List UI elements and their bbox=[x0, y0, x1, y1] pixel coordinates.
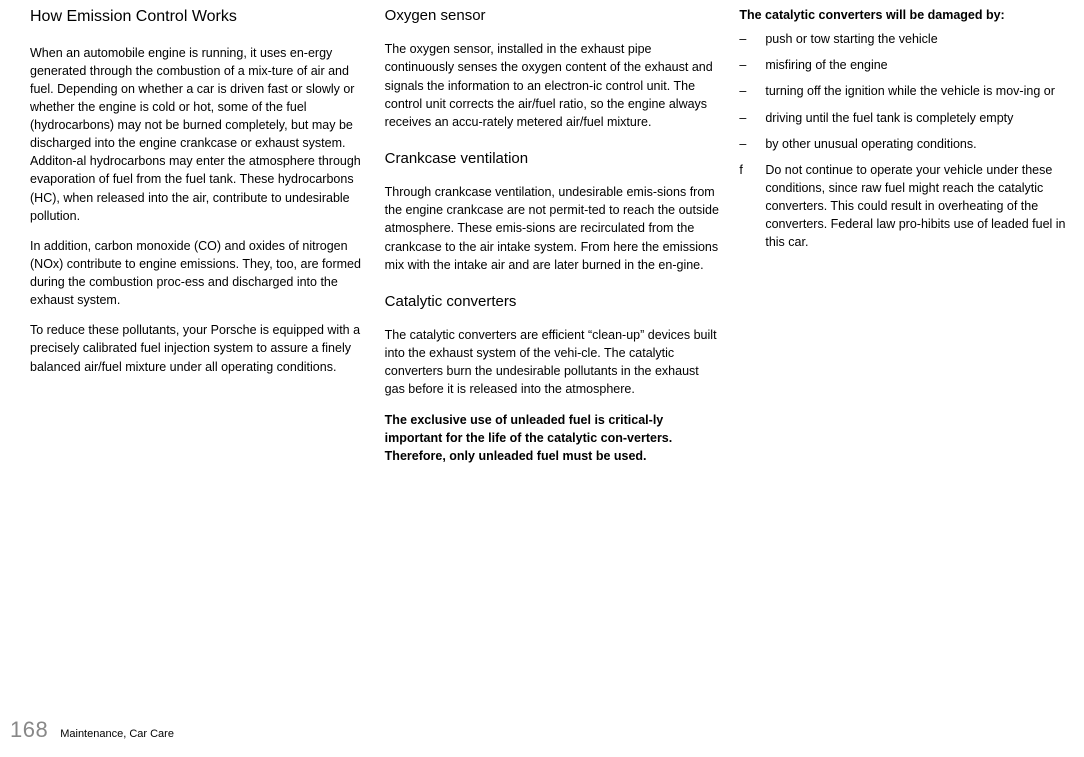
col2-heading-3: Catalytic converters bbox=[385, 292, 722, 312]
col1-para-1: When an automobile engine is running, it… bbox=[30, 44, 367, 225]
col3-list-item: –misfiring of the engine bbox=[739, 56, 1076, 74]
page-footer: 168 Maintenance, Car Care bbox=[10, 717, 174, 743]
col1-para-3: To reduce these pollutants, your Porsche… bbox=[30, 321, 367, 375]
col2-para-2: Through crankcase ventilation, undesirab… bbox=[385, 183, 722, 274]
page-number: 168 bbox=[10, 717, 48, 743]
list-item-text: by other unusual operating conditions. bbox=[765, 135, 1076, 153]
footer-section-text: Maintenance, Car Care bbox=[60, 728, 174, 740]
list-marker: – bbox=[739, 82, 765, 100]
col2-heading-1: Oxygen sensor bbox=[385, 6, 722, 26]
list-marker: – bbox=[739, 109, 765, 127]
col2-heading-2: Crankcase ventilation bbox=[385, 149, 722, 169]
col3-list-item: –push or tow starting the vehicle bbox=[739, 30, 1076, 48]
col2-para-1: The oxygen sensor, installed in the exha… bbox=[385, 40, 722, 131]
col3-list: –push or tow starting the vehicle–misfir… bbox=[739, 30, 1076, 251]
list-item-text: misfiring of the engine bbox=[765, 56, 1076, 74]
col2-para-3: The catalytic converters are efficient “… bbox=[385, 326, 722, 399]
column-2: Oxygen sensor The oxygen sensor, install… bbox=[385, 6, 722, 475]
col3-list-item: –driving until the fuel tank is complete… bbox=[739, 109, 1076, 127]
list-item-text: turning off the ignition while the vehic… bbox=[765, 82, 1076, 100]
list-item-text: push or tow starting the vehicle bbox=[765, 30, 1076, 48]
col3-list-item: –by other unusual operating conditions. bbox=[739, 135, 1076, 153]
content-columns: How Emission Control Works When an autom… bbox=[30, 6, 1076, 475]
list-marker: – bbox=[739, 135, 765, 153]
list-marker: f bbox=[739, 161, 765, 252]
col2-para-4-bold: The exclusive use of unleaded fuel is cr… bbox=[385, 411, 722, 465]
list-item-text: Do not continue to operate your vehicle … bbox=[765, 161, 1076, 252]
col3-heading: The catalytic converters will be damaged… bbox=[739, 6, 1076, 24]
col3-list-item: –turning off the ignition while the vehi… bbox=[739, 82, 1076, 100]
list-marker: – bbox=[739, 56, 765, 74]
list-marker: – bbox=[739, 30, 765, 48]
column-1: How Emission Control Works When an autom… bbox=[30, 6, 367, 475]
col1-para-2: In addition, carbon monoxide (CO) and ox… bbox=[30, 237, 367, 310]
list-item-text: driving until the fuel tank is completel… bbox=[765, 109, 1076, 127]
column-3: The catalytic converters will be damaged… bbox=[739, 6, 1076, 475]
col3-list-item: fDo not continue to operate your vehicle… bbox=[739, 161, 1076, 252]
col1-heading: How Emission Control Works bbox=[30, 6, 367, 28]
